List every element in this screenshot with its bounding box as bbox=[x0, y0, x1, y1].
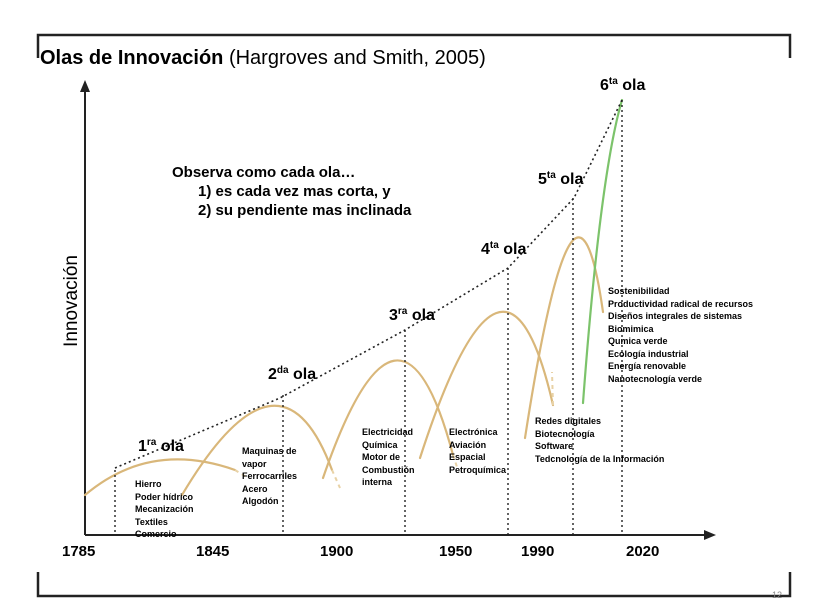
tech-item: Nanotecnología verde bbox=[608, 373, 703, 384]
tech-item: Mecanización bbox=[135, 504, 194, 514]
tech-item: Ecología industrial bbox=[608, 348, 689, 359]
tech-item: Biomimica bbox=[608, 323, 654, 334]
tech-item: Energía renovable bbox=[608, 361, 687, 371]
tech-item: Tedcnología de la Información bbox=[535, 453, 665, 464]
wave-word: ola bbox=[160, 438, 184, 455]
tech-item: Sostenibilidad bbox=[608, 286, 670, 296]
tech-item: Poder hídrico bbox=[135, 491, 194, 502]
slide-title: Olas de Innovación (Hargroves and Smith,… bbox=[40, 47, 486, 70]
tech-item: Software bbox=[535, 441, 574, 451]
wave-label-3: 3ra ola bbox=[389, 306, 435, 325]
tech-item: Hierro bbox=[135, 479, 162, 489]
tech-list-2: Maquinas de vapor Ferrocarriles Acero Al… bbox=[242, 445, 297, 508]
x-axis-arrow bbox=[704, 530, 716, 540]
tech-item: Electricidad bbox=[362, 427, 414, 437]
wave-word: ola bbox=[622, 77, 646, 94]
tech-item: Redes digitales bbox=[535, 416, 602, 426]
tech-item: interna bbox=[362, 477, 393, 487]
wave-label-6: 6ta ola bbox=[600, 76, 645, 95]
wave-curve-5 bbox=[523, 236, 605, 440]
tech-item: Electrónica bbox=[449, 427, 498, 437]
tech-item: Diseños integrales de sistemas bbox=[608, 311, 743, 321]
wave-sup: da bbox=[276, 365, 289, 376]
wave-sup: ra bbox=[146, 437, 157, 448]
wave-word: ola bbox=[293, 366, 317, 383]
trend-dotted-line bbox=[114, 99, 623, 469]
x-tick-label: 1785 bbox=[62, 543, 96, 560]
wave-curve-3 bbox=[321, 359, 455, 480]
title-citation: (Hargroves and Smith, 2005) bbox=[228, 47, 486, 69]
tech-list-3: Electricidad Química Motor de Combustión… bbox=[362, 426, 415, 489]
x-tick-label: 1950 bbox=[439, 543, 473, 560]
wave-num: 5 bbox=[538, 171, 547, 188]
wave-tail-1 bbox=[234, 469, 249, 479]
wave-tail-3 bbox=[452, 454, 459, 471]
wave-num: 3 bbox=[389, 307, 398, 324]
x-tick-label: 1900 bbox=[320, 543, 354, 560]
tech-item: Petroquímica bbox=[449, 464, 507, 475]
tech-list-5: Redes digitales Biotecnología Software T… bbox=[535, 415, 664, 465]
tech-item: Comercio bbox=[135, 529, 177, 539]
x-tick-label: 2020 bbox=[626, 543, 660, 560]
wave-sup: ra bbox=[397, 306, 408, 317]
tech-item: Combustión bbox=[362, 464, 415, 475]
wave-word: ola bbox=[503, 241, 527, 258]
tech-item: Maquinas de bbox=[242, 446, 297, 456]
frame-bracket-bottom bbox=[36, 572, 792, 598]
wave-curve-1 bbox=[83, 458, 237, 497]
observation-note: Observa como cada ola… 1) es cada vez ma… bbox=[172, 163, 411, 220]
tech-item: Espacial bbox=[449, 452, 486, 462]
tech-item: Algodón bbox=[242, 496, 279, 506]
wave-tail-2 bbox=[331, 469, 341, 489]
wave-tail-4 bbox=[551, 371, 554, 406]
wave-label-1: 1ra ola bbox=[138, 437, 184, 456]
observation-line-2: 1) es cada vez mas corta, y bbox=[198, 183, 391, 200]
frame-bracket-top bbox=[36, 33, 792, 58]
tech-list-4: Electrónica Aviación Espacial Petroquími… bbox=[449, 426, 506, 476]
y-axis-label: Innovación bbox=[61, 255, 82, 347]
x-tick-label: 1845 bbox=[196, 543, 230, 560]
wave-sup: ta bbox=[546, 170, 556, 181]
observation-line-3: 2) su pendiente mas inclinada bbox=[198, 202, 412, 219]
wave-word: ola bbox=[411, 307, 435, 324]
wave-curve-6 bbox=[581, 98, 624, 405]
page-number: 12 bbox=[772, 590, 783, 600]
y-axis-arrow bbox=[80, 80, 90, 92]
tech-list-6: Sostenibilidad Productividad radical de … bbox=[608, 285, 753, 385]
wave-num: 2 bbox=[268, 366, 277, 383]
wave-label-4: 4ta ola bbox=[481, 240, 526, 259]
tech-item: vapor bbox=[242, 458, 267, 469]
tech-item: Motor de bbox=[362, 452, 400, 462]
tech-item: Acero bbox=[242, 483, 268, 494]
wave-word: ola bbox=[560, 171, 584, 188]
wave-num: 4 bbox=[481, 241, 490, 258]
wave-sup: ta bbox=[489, 240, 499, 251]
wave-num: 6 bbox=[600, 77, 609, 94]
tech-item: Química bbox=[362, 439, 398, 450]
wave-label-2: 2da ola bbox=[268, 365, 316, 384]
title-bold: Olas de Innovación bbox=[40, 47, 224, 69]
tech-item: Ferrocarriles bbox=[242, 471, 298, 481]
wave-label-5: 5ta ola bbox=[538, 170, 583, 189]
tech-item: Biotecnología bbox=[535, 428, 595, 439]
wave-sup: ta bbox=[608, 76, 618, 87]
tech-item: Qumica verde bbox=[608, 336, 668, 346]
tech-item: Textiles bbox=[135, 516, 168, 527]
tech-list-1: Hierro Poder hídrico Mecanización Textil… bbox=[135, 478, 194, 541]
x-tick-label: 1990 bbox=[521, 543, 555, 560]
wave-curve-2 bbox=[180, 404, 334, 497]
tech-item: Productividad radical de recursos bbox=[608, 298, 754, 309]
tech-item: Aviación bbox=[449, 439, 487, 450]
observation-line-1: Observa como cada ola… bbox=[172, 164, 356, 181]
wave-num: 1 bbox=[138, 438, 147, 455]
